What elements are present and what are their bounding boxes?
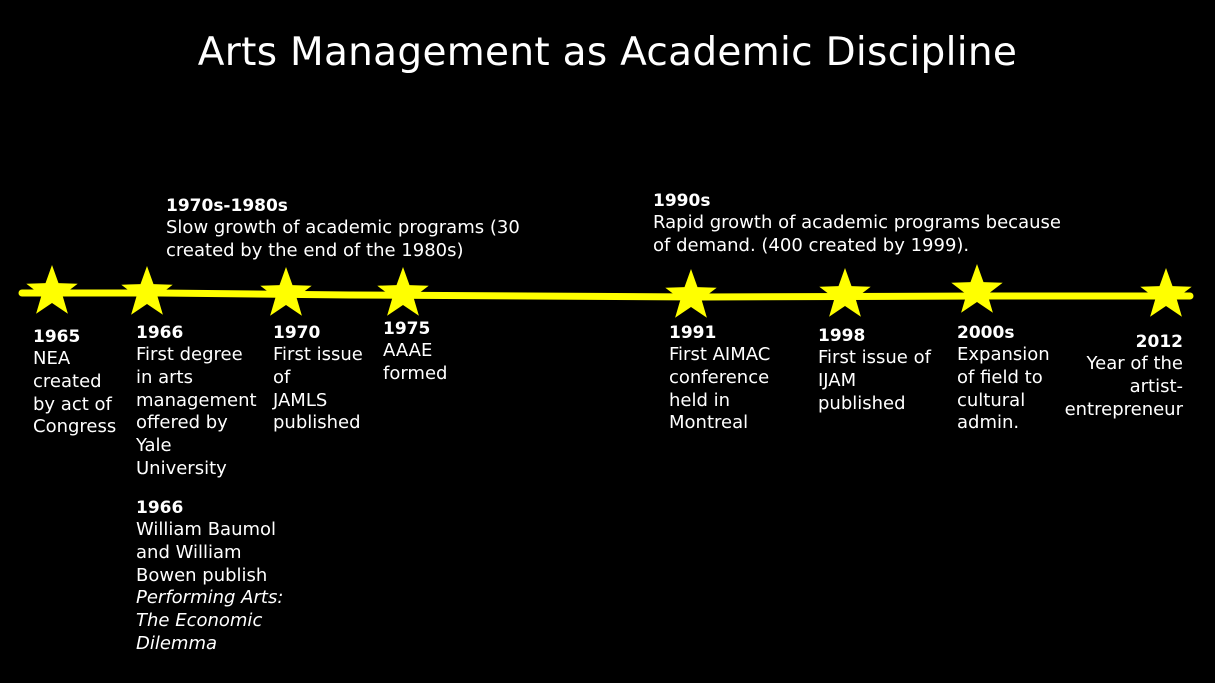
event-2012: 2012 Year of the artist- entrepreneur: [1065, 331, 1183, 421]
event-book-title: Performing Arts: The Economic Dilemma: [136, 587, 284, 654]
period-year: 1990s: [653, 191, 711, 211]
star-icon: [951, 264, 1003, 313]
event-text: William Baumol and William Bowen publish: [136, 519, 277, 586]
event-year: 2012: [1135, 332, 1183, 352]
event-1998: 1998 First issue of IJAM published: [818, 325, 931, 415]
event-text: First issue of JAMLS published: [273, 344, 363, 434]
event-text: AAAE formed: [383, 340, 448, 384]
event-year: 1970: [273, 323, 321, 343]
event-text: Expansion of field to cultural admin.: [957, 344, 1050, 434]
event-1970: 1970 First issue of JAMLS published: [273, 322, 363, 435]
event-text: Year of the artist- entrepreneur: [1064, 353, 1183, 420]
event-text: First AIMAC conference held in Montreal: [669, 344, 771, 434]
star-icon: [260, 267, 312, 316]
event-text: First degree in arts management offered …: [136, 344, 257, 479]
event-1966-yale: 1966 First degree in arts management off…: [136, 322, 257, 481]
star-icon: [121, 266, 173, 315]
star-icon: [377, 267, 429, 316]
event-year: 2000s: [957, 323, 1015, 343]
slide-title: Arts Management as Academic Discipline: [197, 30, 1018, 75]
star-icon: [1140, 268, 1192, 317]
period-1970s-1980s: 1970s-1980s Slow growth of academic prog…: [166, 195, 520, 262]
event-year: 1966: [136, 498, 184, 518]
star-icon: [26, 265, 78, 314]
event-year: 1975: [383, 319, 431, 339]
event-text: First issue of IJAM published: [818, 347, 931, 414]
event-2000s: 2000s Expansion of field to cultural adm…: [957, 322, 1050, 435]
period-1990s: 1990s Rapid growth of academic programs …: [653, 190, 1061, 257]
period-text: Rapid growth of academic programs becaus…: [653, 212, 1061, 256]
event-text: NEA created by act of Congress: [33, 348, 117, 438]
event-year: 1966: [136, 323, 184, 343]
timeline-line: [18, 289, 1194, 301]
event-year: 1998: [818, 326, 866, 346]
star-icon: [819, 268, 871, 317]
star-icon: [665, 269, 717, 318]
period-text: Slow growth of academic programs (30 cre…: [166, 217, 520, 261]
event-1991: 1991 First AIMAC conference held in Mont…: [669, 322, 770, 435]
period-year: 1970s-1980s: [166, 196, 288, 216]
event-1975: 1975 AAAE formed: [383, 318, 447, 386]
event-year: 1991: [669, 323, 717, 343]
event-1966-baumol: 1966 William Baumol and William Bowen pu…: [136, 497, 283, 656]
event-year: 1965: [33, 327, 81, 347]
event-1965: 1965 NEA created by act of Congress: [33, 326, 116, 439]
